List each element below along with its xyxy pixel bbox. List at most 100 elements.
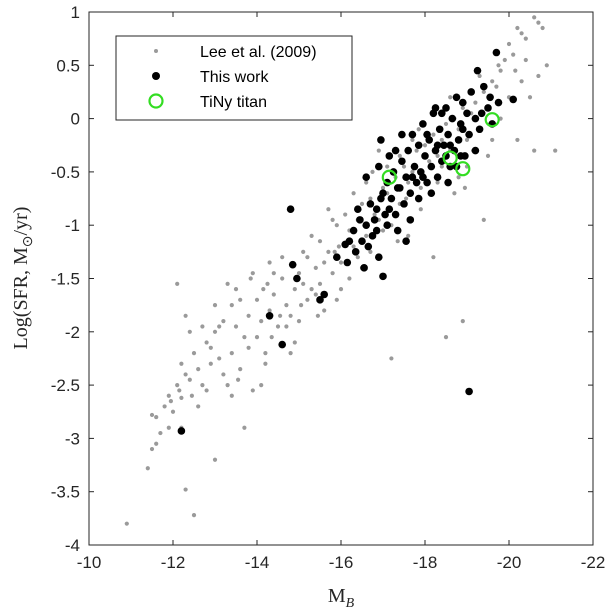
lee-point xyxy=(315,313,320,318)
this-work-point xyxy=(414,141,423,150)
lee-point xyxy=(208,361,213,366)
this-work-point xyxy=(465,130,473,139)
lee-point xyxy=(187,329,192,334)
this-work-point xyxy=(400,200,408,208)
lee-point xyxy=(275,324,281,329)
y-axis-label: Log(SFR, M⊙/yr) xyxy=(10,207,36,350)
lee-point xyxy=(364,233,369,238)
this-work-point xyxy=(456,152,465,160)
lee-point xyxy=(280,255,285,260)
lee-point xyxy=(511,52,516,57)
lee-point xyxy=(309,233,314,238)
lee-point xyxy=(158,430,163,436)
lee-point xyxy=(401,164,407,169)
lee-point xyxy=(246,345,251,350)
this-work-point xyxy=(427,162,436,171)
lee-point xyxy=(313,292,318,297)
lee-point xyxy=(278,313,283,318)
lee-point xyxy=(191,513,197,518)
legend-marker-this-work xyxy=(152,72,160,80)
lee-point xyxy=(336,244,341,249)
lee-point xyxy=(288,313,293,318)
y-tick-label: -2 xyxy=(65,323,80,342)
axis-ticks xyxy=(88,11,594,546)
lee-point xyxy=(515,25,520,31)
lee-point xyxy=(485,153,491,159)
lee-point xyxy=(443,335,449,340)
lee-point xyxy=(322,308,327,313)
lee-point xyxy=(481,217,486,222)
lee-point xyxy=(380,185,386,190)
lee-point xyxy=(254,297,260,302)
y-tick-label: 0 xyxy=(71,110,80,129)
this-work-point xyxy=(423,178,431,187)
y-tick-labels: -4 -3.5 -3 -2.5 -2 -1.5 -1 -0.5 0 0.5 1 xyxy=(51,3,80,555)
this-work-point xyxy=(387,194,396,203)
lee-point xyxy=(523,57,528,63)
lee-point xyxy=(397,153,402,159)
y-tick-label: -0.5 xyxy=(51,163,80,182)
lee-point xyxy=(305,255,310,260)
lee-point xyxy=(242,335,247,340)
lee-point xyxy=(343,212,348,217)
lee-point xyxy=(355,255,360,260)
lee-point xyxy=(322,260,327,265)
lee-point xyxy=(301,249,306,254)
this-work-point xyxy=(368,232,377,240)
y-axis-label-tail: /yr) xyxy=(10,207,32,236)
this-work-point xyxy=(421,152,429,160)
lee-point xyxy=(330,217,335,222)
lee-point xyxy=(242,425,247,430)
lee-point xyxy=(259,383,264,388)
this-work-point xyxy=(452,93,461,102)
lee-point xyxy=(248,276,253,281)
lee-point xyxy=(179,361,184,366)
this-work-point xyxy=(354,205,362,214)
this-work-point xyxy=(288,260,297,269)
this-work-point xyxy=(393,226,402,235)
y-axis-label-main: Log(SFR, M xyxy=(10,247,32,349)
lee-point xyxy=(532,15,537,20)
lee-point xyxy=(217,324,222,329)
lee-point xyxy=(233,324,239,329)
lee-point xyxy=(490,79,495,84)
y-tick-label: -2.5 xyxy=(51,376,80,395)
this-work-point xyxy=(475,125,484,134)
this-work-point xyxy=(372,226,381,235)
lee-point xyxy=(166,393,171,398)
lee-point xyxy=(170,409,176,414)
lee-point xyxy=(154,414,159,420)
lee-point xyxy=(183,372,188,377)
this-work-point xyxy=(404,146,413,155)
lee-point xyxy=(540,25,545,31)
lee-point xyxy=(435,153,440,159)
lee-point xyxy=(269,335,274,340)
lee-point xyxy=(513,68,518,73)
lee-point xyxy=(490,137,495,143)
lee-point xyxy=(196,404,201,409)
this-work-point xyxy=(419,120,427,128)
lee-point xyxy=(221,372,226,377)
lee-point xyxy=(473,100,478,105)
lee-point xyxy=(439,137,444,143)
lee-point xyxy=(175,383,180,388)
lee-point xyxy=(460,105,465,111)
this-work-point xyxy=(278,340,287,349)
lee-point xyxy=(250,271,255,276)
this-work-point xyxy=(494,98,503,107)
this-work-point xyxy=(406,216,415,224)
lee-point xyxy=(288,351,293,356)
this-work-point xyxy=(320,290,329,299)
tiny-titan-point xyxy=(381,169,397,185)
lee-point xyxy=(404,196,409,201)
lee-point xyxy=(416,127,421,132)
x-tick-label: -12 xyxy=(161,553,186,572)
this-work-point xyxy=(412,178,421,187)
legend-marker-tiny-titan xyxy=(148,93,164,109)
this-work-point xyxy=(477,109,486,118)
lee-point xyxy=(299,303,304,308)
lee-point xyxy=(385,164,390,169)
x-axis-label: MB xyxy=(328,585,355,609)
this-work-point xyxy=(375,162,383,171)
tiny-titan-point xyxy=(484,112,500,128)
